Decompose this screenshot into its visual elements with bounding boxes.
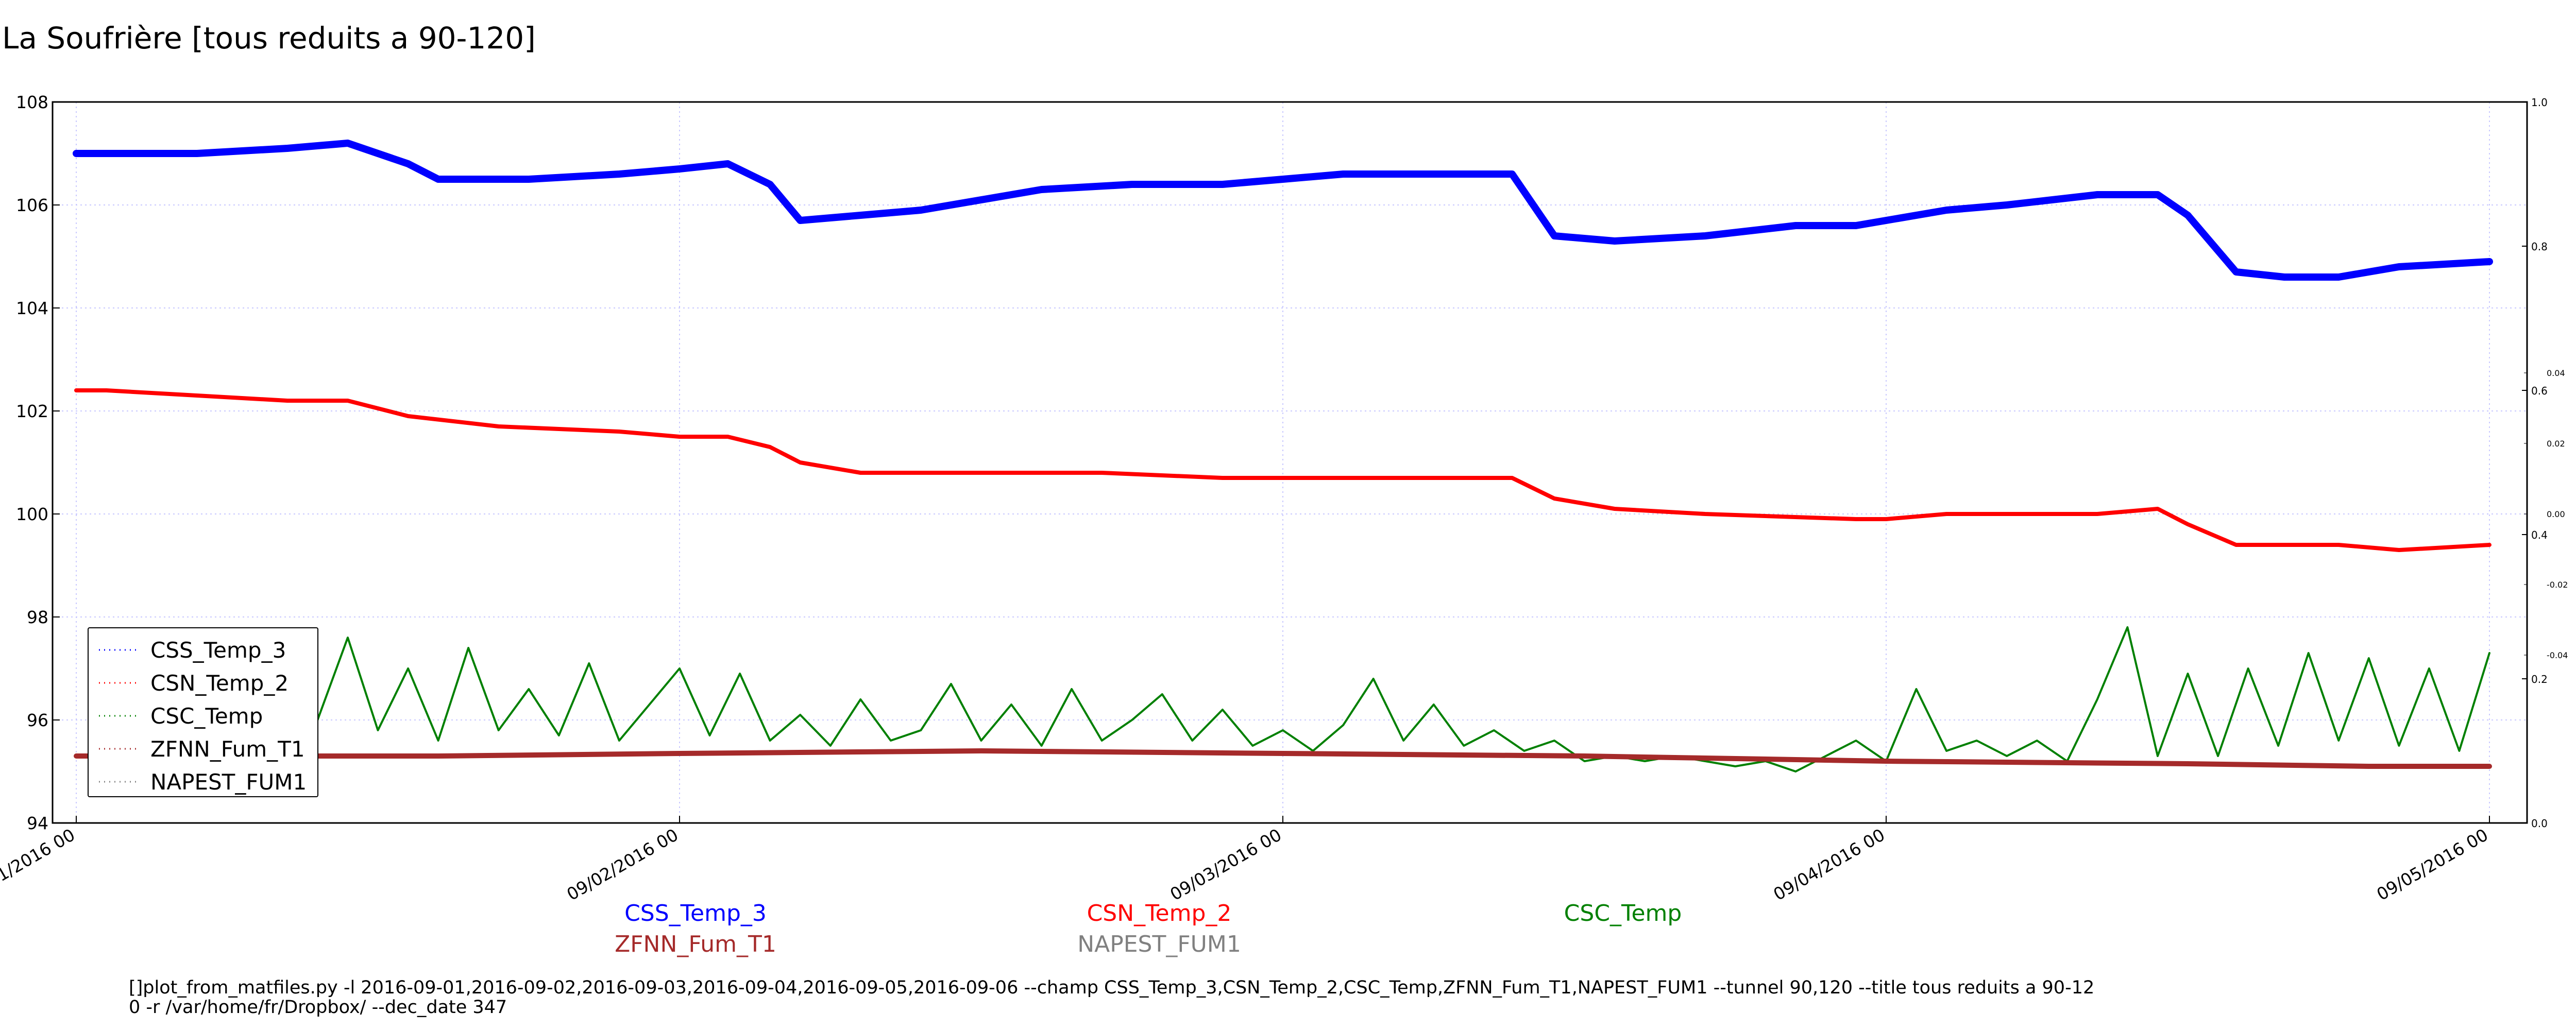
y-tick-label: 100 bbox=[16, 504, 48, 524]
y-tick-label: 106 bbox=[16, 195, 48, 215]
legend-swatch-napest-fum1 bbox=[99, 781, 140, 783]
legend-label-zfnn-fum-t1: ZFNN_Fum_T1 bbox=[150, 736, 305, 762]
series-line-css-temp-3 bbox=[73, 140, 2493, 281]
series-name-zfnn-fum-t1: ZFNN_Fum_T1 bbox=[615, 931, 776, 957]
y-tick-label: 104 bbox=[16, 298, 48, 318]
legend-label-css-temp-3: CSS_Temp_3 bbox=[150, 637, 286, 663]
legend-swatch-csn-temp-2 bbox=[99, 682, 140, 684]
right-inner-tick-label: 0.04 bbox=[2547, 368, 2565, 378]
y-tick-label: 96 bbox=[27, 710, 48, 730]
series-name-csn-temp-2: CSN_Temp_2 bbox=[1087, 900, 1232, 926]
legend-label-napest-fum1: NAPEST_FUM1 bbox=[150, 769, 307, 795]
right-outer-tick-label: 0.0 bbox=[2531, 817, 2548, 830]
legend-item-csc-temp: CSC_Temp bbox=[99, 700, 263, 731]
y-tick-label: 108 bbox=[16, 92, 48, 112]
right-outer-tick-label: 0.4 bbox=[2531, 529, 2548, 541]
right-inner-tick-label: -0.02 bbox=[2547, 580, 2568, 590]
right-inner-tick-label: 0.00 bbox=[2547, 509, 2565, 519]
series-line-csn-temp-2 bbox=[74, 388, 2492, 552]
command-line-2: 0 -r /var/home/fr/Dropbox/ --dec_date 34… bbox=[129, 997, 507, 1018]
legend-item-css-temp-3: CSS_Temp_3 bbox=[99, 634, 286, 665]
right-outer-tick-label: 0.2 bbox=[2531, 673, 2548, 685]
right-inner-tick-label: 0.02 bbox=[2547, 439, 2565, 449]
y-tick-label: 94 bbox=[27, 813, 48, 833]
chart-legend: CSS_Temp_3 CSN_Temp_2 CSC_Temp ZFNN_Fum_… bbox=[88, 627, 318, 797]
command-line-1: []plot_from_matfiles.py -l 2016-09-01,20… bbox=[129, 977, 2095, 998]
series-name-csc-temp: CSC_Temp bbox=[1564, 900, 1682, 926]
series-name-napest-fum1: NAPEST_FUM1 bbox=[1077, 931, 1241, 957]
legend-item-zfnn-fum-t1: ZFNN_Fum_T1 bbox=[99, 733, 305, 764]
x-tick-label: 09/02/2016 00 bbox=[563, 825, 682, 904]
chart-title: La Soufrière [tous reduits a 90-120] bbox=[2, 21, 536, 56]
legend-swatch-css-temp-3 bbox=[99, 649, 140, 651]
right-inner-tick-label: -0.04 bbox=[2547, 650, 2568, 660]
legend-item-csn-temp-2: CSN_Temp_2 bbox=[99, 667, 289, 698]
legend-swatch-zfnn-fum-t1 bbox=[99, 748, 140, 750]
x-tick-label: 09/04/2016 00 bbox=[1770, 825, 1888, 904]
x-tick-label: 09/01/2016 00 bbox=[0, 825, 78, 904]
series-line-zfnn-fum-t1 bbox=[74, 748, 2492, 769]
right-outer-tick-label: 0.8 bbox=[2531, 241, 2548, 253]
legend-swatch-csc-temp bbox=[99, 715, 140, 717]
y-tick-label: 98 bbox=[27, 607, 48, 627]
right-outer-tick-label: 0.6 bbox=[2531, 385, 2548, 397]
legend-label-csn-temp-2: CSN_Temp_2 bbox=[150, 670, 289, 696]
y-tick-label: 102 bbox=[16, 401, 48, 421]
legend-label-csc-temp: CSC_Temp bbox=[150, 703, 263, 729]
plot-frame bbox=[52, 101, 2528, 824]
series-name-css-temp-3: CSS_Temp_3 bbox=[624, 900, 767, 926]
legend-item-napest-fum1: NAPEST_FUM1 bbox=[99, 766, 307, 797]
x-tick-label: 09/03/2016 00 bbox=[1166, 825, 1285, 904]
right-outer-tick-label: 1.0 bbox=[2531, 96, 2548, 109]
series-line-csc-temp bbox=[75, 626, 2490, 772]
x-tick-label: 09/05/2016 00 bbox=[2373, 825, 2492, 904]
